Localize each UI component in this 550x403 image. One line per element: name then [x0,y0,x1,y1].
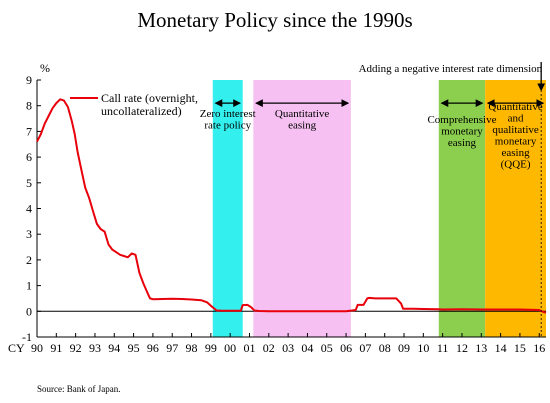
region-label-2: Comprehensive monetary easing [427,114,496,149]
x-axis-prefix-label: CY [8,341,25,355]
y-axis-unit-label: % [40,61,50,75]
series-line-0 [36,98,547,314]
x-tick-label-25: 15 [514,341,526,355]
x-tick-label-2: 92 [70,341,82,355]
y-tick-label-8: 7 [26,124,32,138]
x-tick-label-8: 98 [186,341,198,355]
x-tick-label-19: 09 [398,341,410,355]
x-tick-label-15: 05 [321,341,333,355]
x-tick-label-22: 12 [456,341,468,355]
x-tick-label-20: 10 [417,341,429,355]
y-tick-label-7: 6 [26,150,32,164]
shaded-region-2 [438,80,486,337]
region-label-line: Zero interest [200,108,256,120]
y-tick-label-1: 0 [26,304,32,318]
x-tick-label-12: 02 [263,341,275,355]
x-tick-label-6: 96 [147,341,159,355]
y-tick-label-9: 8 [26,99,32,113]
region-label-0: Zero interest rate policy [200,108,256,132]
y-tick-label-4: 3 [26,227,32,241]
x-tick-label-9: 99 [205,341,217,355]
region-label-line: Comprehensive [427,114,496,126]
region-label-line: monetary [495,136,537,148]
x-tick-label-21: 11 [437,341,449,355]
y-tick-label-3: 2 [26,253,32,267]
shaded-regions [212,80,546,337]
region-label-line: rate policy [204,120,251,132]
x-tick-label-26: 16 [533,341,545,355]
x-tick-label-4: 94 [108,341,120,355]
y-tick-label-5: 4 [26,202,32,216]
legend-label-line: Call rate (overnight, [101,91,198,105]
region-label-line: Quantitative [275,108,329,120]
x-tick-label-24: 14 [495,341,507,355]
shaded-region-1 [253,80,351,337]
legend-label: Call rate (overnight, uncollateralized) [101,91,198,118]
x-tick-label-5: 95 [128,341,140,355]
negative-rate-annotation: Adding a negative interest rate dimensio… [359,62,546,337]
legend-label-line: uncollateralized) [101,104,182,118]
legend: Call rate (overnight, uncollateralized) [70,91,198,118]
source-note: Source: Bank of Japan. [37,384,121,394]
negative-rate-label: Adding a negative interest rate dimensio… [359,63,543,75]
x-tick-label-10: 00 [224,341,236,355]
x-tick-label-7: 97 [166,341,178,355]
x-tick-label-17: 07 [359,341,371,355]
x-tick-label-16: 06 [340,341,352,355]
y-tick-label-10: 9 [26,73,32,87]
shaded-region-0 [212,80,243,337]
region-label-line: qualitative [492,124,539,136]
x-tick-label-3: 93 [89,341,101,355]
x-tick-label-14: 04 [301,341,313,355]
x-tick-label-11: 01 [243,341,255,355]
y-tick-label-6: 5 [26,176,32,190]
region-label-line: (QQE) [501,159,531,171]
y-tick-label-0: -1 [22,330,32,344]
region-label-line: easing [448,137,477,149]
region-label-line: and [508,113,524,125]
chart-title: Monetary Policy since the 1990s [137,8,412,32]
x-tick-label-13: 03 [282,341,294,355]
x-tick-label-18: 08 [379,341,391,355]
region-label-1: Quantitative easing [275,108,329,132]
x-tick-label-23: 13 [475,341,487,355]
region-label-line: monetary [441,126,483,138]
y-tick-label-2: 1 [26,279,32,293]
series-group [36,98,547,314]
x-tick-label-0: 90 [31,341,43,355]
x-tick-label-1: 91 [50,341,62,355]
shaded-region-3 [485,80,546,337]
region-label-line: easing [288,120,317,132]
region-label-line: easing [502,147,531,159]
